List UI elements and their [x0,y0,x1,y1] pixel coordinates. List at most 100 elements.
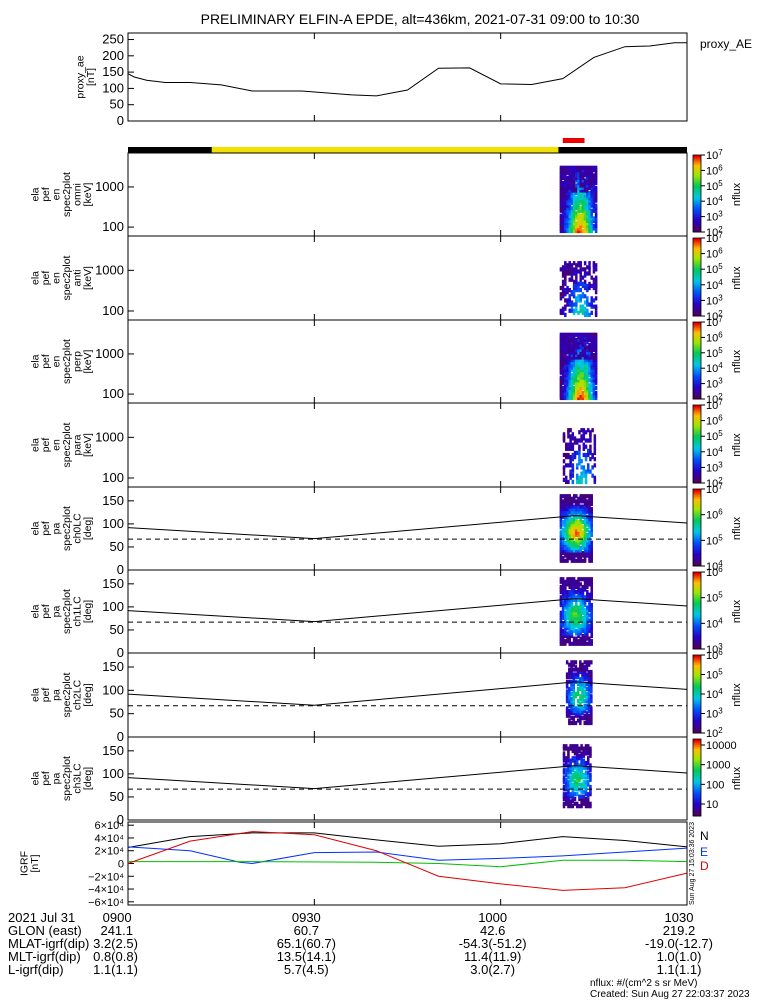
panel-perp-colorbar-swatch [693,366,701,369]
panel-ch2LC-flux-cell [587,699,591,704]
panel-omni-flux-cell [566,223,569,229]
panel-perp-flux-cell [588,360,591,365]
panel-ch3LC-colorbar-swatch [693,810,701,813]
panel-ch0LC-flux-cell [588,512,591,517]
panel-ch3LC-flux-cell [575,768,579,773]
panel-anti-flux-cell [594,296,598,301]
panel-ch0LC-flux-cell [590,522,593,527]
igrf-ytick-label: 2×10⁴ [94,846,124,858]
panel-ch0LC-colorbar-swatch [693,546,701,550]
panel-omni-flux-cell [586,221,589,226]
panel-ch3LC-flux-cell [584,780,588,785]
panel-perp-colorbar-swatch [693,327,701,331]
panel-ch1LC-flux-cell [570,633,574,639]
panel-anti-flux-cell [583,285,587,291]
panel-ch2LC-flux-cell [574,665,578,670]
panel-ch1LC-flux-cell [575,615,578,621]
panel-para-flux-cell [564,479,568,485]
panel-ch3LC-colorbar-swatch [693,742,701,746]
panel-ch1LC-flux-cell [579,628,582,633]
panel-ch0LC-flux-cell [566,504,569,509]
panel-ch1LC-flux-cell [572,605,576,610]
panel-ch0LC-flux-cell [583,543,587,548]
panel-perp-flux-cell [568,355,571,360]
panel-ch3LC-flux-cell [580,756,583,761]
panel-ch3LC-flux-cell [569,782,572,787]
panel-ch0LC-flux-cell [590,558,593,563]
panel-ch3LC-flux-cell [571,746,575,751]
panel-omni-flux-cell [579,185,582,191]
panel-ch2LC-flux-cell [585,716,589,721]
panel-para-flux-cell [593,463,597,468]
panel-para-colorbar-swatch [693,412,701,416]
panel-ch0LC-flux-cell [570,535,574,540]
panel-ch1LC-colorbar-swatch [693,618,701,621]
panel-omni-flux-cell [564,203,567,208]
panel-ch0LC-flux-cell [581,535,585,540]
panel-para-flux-cell [593,434,597,439]
panel-ch1LC-flux-cell [572,590,576,595]
panel-para-colorbar-swatch [693,410,701,414]
panel-ch3LC-flux-cell [586,775,590,780]
panel-ch1LC-flux-cell [566,597,569,602]
panel-ch0LC-flux-cell [583,525,587,530]
panel-ch2LC-flux-cell [585,677,589,682]
panel-ch0LC-flux-cell [579,530,582,535]
panel-omni-flux-cell [586,223,589,229]
panel-ch0LC-flux-cell [564,527,567,532]
panel-anti-flux-cell [581,304,585,309]
panel-ch1LC-flux-cell [559,626,563,631]
panel-omni-flux-cells [559,165,598,234]
panel-omni-flux-cell [594,218,598,223]
panel-ch1LC-flux-cell [564,626,567,631]
panel-para-flux-cell [584,469,588,474]
panel-ch0LC-flux-cell [570,504,574,509]
panel-omni-flux-cell [559,175,563,180]
panel-ch1LC-flux-cell [586,628,589,633]
panel-omni-flux-cell [572,203,576,208]
panel-ch3LC-colorbar-swatch [693,758,701,761]
panel-perp-flux-cell [577,380,580,385]
panel-ch3LC-flux-cell [580,763,583,768]
panel-perp-colorbar-swatch [693,364,701,367]
panel-ch3LC-flux-cell [575,775,579,780]
panel-ch2LC-flux-cell [576,713,580,718]
panel-ch2LC-flux-cell [581,662,584,667]
panel-ch0LC-flux-cell [561,530,565,535]
panel-perp-flux-cell [586,370,589,375]
panel-perp-colorbar-swatch [693,377,701,381]
panel-ch3LC-flux-cell [573,744,577,749]
panel-perp-flux-cell [561,337,565,342]
panel-ch0LC-flux-cell [579,540,582,545]
panel-ch0LC-flux-cell [561,543,565,548]
panel-omni-flux-cell [586,183,589,188]
panel-omni-flux-cell [581,188,585,193]
panel-omni-flux-cell [566,175,569,180]
igrf-ytick-label: −4×10⁴ [88,884,124,896]
panel-ch3LC-flux-cell [571,758,575,763]
panel-omni-flux-cell [559,178,563,183]
panel-ch3LC-flux-cell [580,746,583,751]
panel-ch0LC-flux-cell [590,553,593,558]
panel-para-flux-cell [564,463,568,468]
panel-ch0LC-flux-cell [561,512,565,517]
panel-omni-flux-cell [570,206,574,211]
panel-anti-flux-cell [577,310,580,315]
panel-ch3LC-flux-cell [569,763,572,768]
panel-perp-flux-cell [577,365,580,370]
panel-perp-flux-cell [590,332,593,337]
panel-ch2LC-flux-cell [576,667,580,672]
panel-omni-colorbar-swatch [693,208,701,212]
panel-perp-flux-cell [566,378,569,383]
panel-ch0LC-flux-cell [559,501,563,507]
panel-omni-flux-cell [561,211,565,216]
panel-ch0LC-flux-cell [564,543,567,548]
panel-omni-flux-cell [572,223,576,229]
panel-perp-flux-cell [592,355,596,360]
panel-ch2LC-flux-cell [585,674,589,680]
panel-ch1LC-colorbar-swatch [693,597,701,600]
panel-ch1LC-flux-cell [564,595,567,600]
panel-ch0LC-flux-cell [572,527,576,532]
